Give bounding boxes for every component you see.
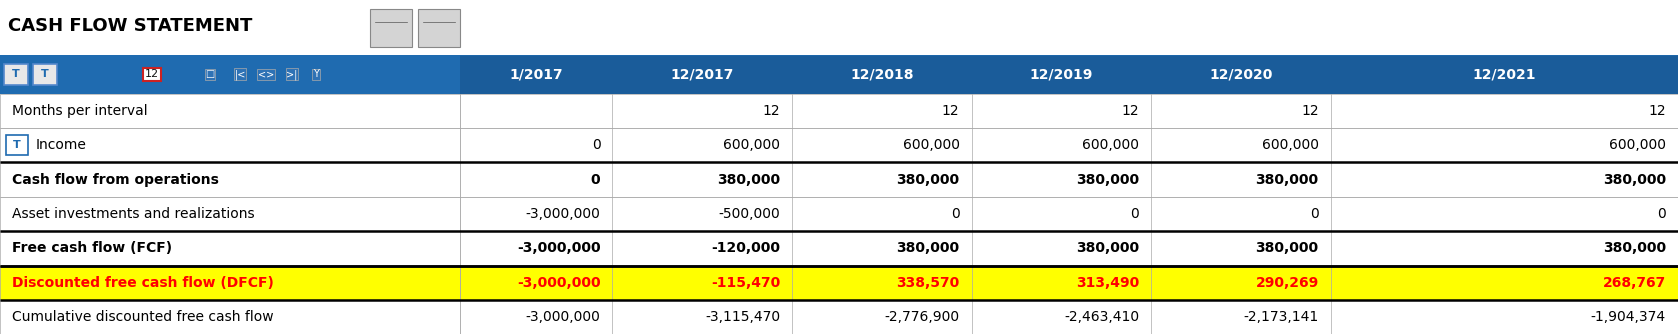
Bar	[0, 128, 1678, 162]
Text: -3,000,000: -3,000,000	[525, 310, 601, 324]
Text: -3,000,000: -3,000,000	[517, 241, 601, 255]
Text: 0: 0	[591, 173, 601, 186]
Text: -3,000,000: -3,000,000	[525, 207, 601, 221]
Text: Discounted free cash flow (DFCF): Discounted free cash flow (DFCF)	[12, 276, 274, 290]
Text: 0: 0	[1658, 207, 1666, 221]
Bar	[3, 64, 29, 85]
Text: 0: 0	[1131, 207, 1139, 221]
Bar	[0, 300, 1678, 334]
Text: -2,173,141: -2,173,141	[1243, 310, 1319, 324]
Text: 12: 12	[1121, 104, 1139, 118]
Text: 12: 12	[1300, 104, 1319, 118]
Text: 0: 0	[1311, 207, 1319, 221]
Text: 12/2018: 12/2018	[851, 67, 913, 81]
Text: 380,000: 380,000	[1255, 173, 1319, 186]
Bar	[0, 55, 1678, 94]
Text: 12/2021: 12/2021	[1473, 67, 1535, 81]
Text: >|: >|	[287, 69, 297, 79]
Bar	[0, 231, 1678, 266]
Text: 380,000: 380,000	[1076, 241, 1139, 255]
Text: 600,000: 600,000	[1609, 138, 1666, 152]
Text: Asset investments and realizations: Asset investments and realizations	[12, 207, 255, 221]
Text: 0: 0	[592, 138, 601, 152]
Text: 380,000: 380,000	[896, 173, 960, 186]
Bar	[34, 64, 57, 85]
Text: 600,000: 600,000	[903, 138, 960, 152]
Text: CASH FLOW STATEMENT: CASH FLOW STATEMENT	[8, 17, 252, 35]
Text: 380,000: 380,000	[1602, 241, 1666, 255]
Text: 12/2019: 12/2019	[1030, 67, 1092, 81]
Bar	[0, 266, 1678, 300]
Text: 380,000: 380,000	[717, 173, 780, 186]
Text: <>: <>	[258, 69, 274, 79]
Text: Cash flow from operations: Cash flow from operations	[12, 173, 218, 186]
Text: 12: 12	[1648, 104, 1666, 118]
Bar	[0, 94, 1678, 128]
Text: 12/2017: 12/2017	[671, 67, 733, 81]
Text: 12: 12	[762, 104, 780, 118]
Text: 380,000: 380,000	[1076, 173, 1139, 186]
Bar	[7, 135, 29, 155]
Text: 1/2017: 1/2017	[510, 67, 562, 81]
Text: 380,000: 380,000	[896, 241, 960, 255]
Text: T: T	[42, 69, 49, 79]
Text: 0: 0	[951, 207, 960, 221]
Bar	[460, 55, 1678, 94]
Bar	[0, 197, 1678, 231]
Text: -500,000: -500,000	[718, 207, 780, 221]
Text: |<: |<	[235, 69, 245, 79]
Text: 313,490: 313,490	[1076, 276, 1139, 290]
Text: -115,470: -115,470	[711, 276, 780, 290]
Text: Months per interval: Months per interval	[12, 104, 148, 118]
Bar	[0, 0, 1678, 55]
Text: □: □	[205, 69, 215, 79]
Text: T: T	[12, 69, 20, 79]
Bar	[371, 9, 413, 46]
Text: 600,000: 600,000	[1262, 138, 1319, 152]
Text: -2,776,900: -2,776,900	[884, 310, 960, 324]
Text: -1,904,374: -1,904,374	[1591, 310, 1666, 324]
Text: -3,000,000: -3,000,000	[517, 276, 601, 290]
Text: Cumulative discounted free cash flow: Cumulative discounted free cash flow	[12, 310, 274, 324]
Text: Free cash flow (FCF): Free cash flow (FCF)	[12, 241, 173, 255]
Text: 12: 12	[144, 69, 159, 79]
Text: 380,000: 380,000	[1255, 241, 1319, 255]
Text: -120,000: -120,000	[711, 241, 780, 255]
Bar	[0, 162, 1678, 197]
Text: -2,463,410: -2,463,410	[1064, 310, 1139, 324]
Text: Y: Y	[314, 69, 319, 79]
Text: 600,000: 600,000	[1082, 138, 1139, 152]
Bar	[418, 9, 460, 46]
Text: 12/2020: 12/2020	[1210, 67, 1272, 81]
Text: 290,269: 290,269	[1255, 276, 1319, 290]
Text: 268,767: 268,767	[1602, 276, 1666, 290]
Text: 338,570: 338,570	[896, 276, 960, 290]
Text: Income: Income	[35, 138, 87, 152]
Text: 600,000: 600,000	[723, 138, 780, 152]
Text: 12: 12	[941, 104, 960, 118]
Text: 380,000: 380,000	[1602, 173, 1666, 186]
Text: -3,115,470: -3,115,470	[705, 310, 780, 324]
Text: T: T	[13, 140, 20, 150]
